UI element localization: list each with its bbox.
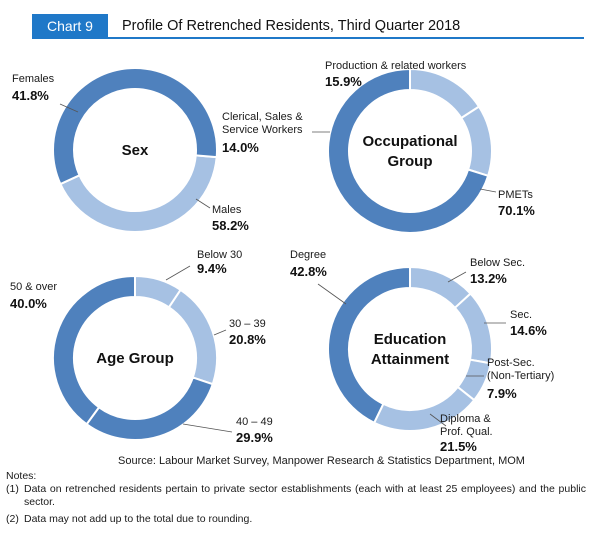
slice-value: 9.4% [197, 261, 227, 276]
slice-value: 58.2% [212, 218, 249, 233]
donut-slice [167, 288, 218, 386]
donut-chart: Sex Females 41.8% Males 58.2% [12, 67, 249, 233]
donut-slice [327, 67, 490, 234]
donut-slice [453, 292, 493, 365]
leader-line [317, 283, 347, 305]
donut-slice [59, 154, 218, 233]
note-text: Data on retrenched residents pertain to … [24, 483, 586, 508]
note-number: (2) [6, 513, 19, 525]
chart-header: Chart 9 Profile Of Retrenched Residents,… [32, 14, 584, 38]
slice-label: Diploma & [440, 413, 491, 425]
header-rule [32, 37, 584, 39]
slice-value: 7.9% [487, 386, 517, 401]
slice-value: 70.1% [498, 203, 535, 218]
slice-label: Females [12, 73, 55, 85]
leader-line [213, 329, 227, 336]
chart-number-tag: Chart 9 [32, 14, 108, 38]
center-label: Age Group [96, 350, 174, 367]
slice-value: 21.5% [440, 439, 477, 454]
slice-value: 14.0% [222, 140, 259, 155]
leader-line [195, 198, 211, 209]
slice-label: Degree [290, 249, 326, 261]
slice-label: (Non-Tertiary) [487, 370, 554, 382]
leader-line [447, 271, 467, 283]
center-label: Occupational [362, 133, 457, 150]
slice-label: Sec. [510, 309, 532, 321]
slice-label: 30 – 39 [229, 318, 266, 330]
donut-slice [327, 265, 411, 425]
slice-label: Clerical, Sales & [222, 111, 303, 123]
slice-value: 42.8% [290, 264, 327, 279]
slice-label: 50 & over [10, 281, 57, 293]
slice-label: Post-Sec. [487, 357, 535, 369]
chart-title: Profile Of Retrenched Residents, Third Q… [122, 18, 461, 34]
source-note: Source: Labour Market Survey, Manpower R… [118, 455, 525, 467]
slice-value: 20.8% [229, 332, 266, 347]
donut-chart: Occupational Group Production & related wo… [222, 60, 535, 234]
note-text: Data may not add up to the total due to … [24, 513, 253, 525]
slice-value: 13.2% [470, 271, 507, 286]
slice-label: Production & related workers [325, 60, 467, 72]
note-number: (1) [6, 483, 19, 495]
note-item: (1) Data on retrenched residents pertain… [6, 483, 586, 509]
center-label: Attainment [371, 351, 449, 368]
slice-value: 29.9% [236, 430, 273, 445]
leader-line [479, 188, 497, 193]
leader-line [165, 265, 191, 281]
center-label: Sex [122, 142, 149, 159]
notes-heading: Notes: [6, 470, 37, 482]
donut-chart: Age Group Below 309.4% 30 – 39 20.8% 40 – 49… [10, 249, 273, 445]
donut-slice [52, 274, 136, 426]
donut-slice [459, 105, 493, 178]
donut-chart: Education Attainment Below Sec. 13.2% Sec. 14… [290, 249, 554, 454]
slice-label: Below Sec. [470, 257, 525, 269]
leader-line [182, 423, 233, 433]
slice-value: 14.6% [510, 323, 547, 338]
center-label: Group [388, 153, 433, 170]
slice-value: 15.9% [325, 74, 362, 89]
slice-label: Males [212, 204, 242, 216]
center-label: Education [374, 331, 447, 348]
donut-slice [52, 67, 218, 186]
leader-line [59, 103, 79, 113]
slice-label: 40 – 49 [236, 416, 273, 428]
slice-label: Prof. Qual. [440, 426, 493, 438]
leader-line [429, 413, 447, 427]
donut-slice [85, 376, 214, 441]
note-item: (2) Data may not add up to the total due… [6, 513, 586, 526]
slice-value: 40.0% [10, 296, 47, 311]
notes: Notes: (1) Data on retrenched residents … [6, 470, 586, 530]
slice-label: Service Workers [222, 124, 303, 136]
slice-label: Below 30 [197, 249, 242, 261]
donut-slice [409, 67, 481, 120]
slice-label: PMETs [498, 189, 533, 201]
slice-value: 41.8% [12, 88, 49, 103]
